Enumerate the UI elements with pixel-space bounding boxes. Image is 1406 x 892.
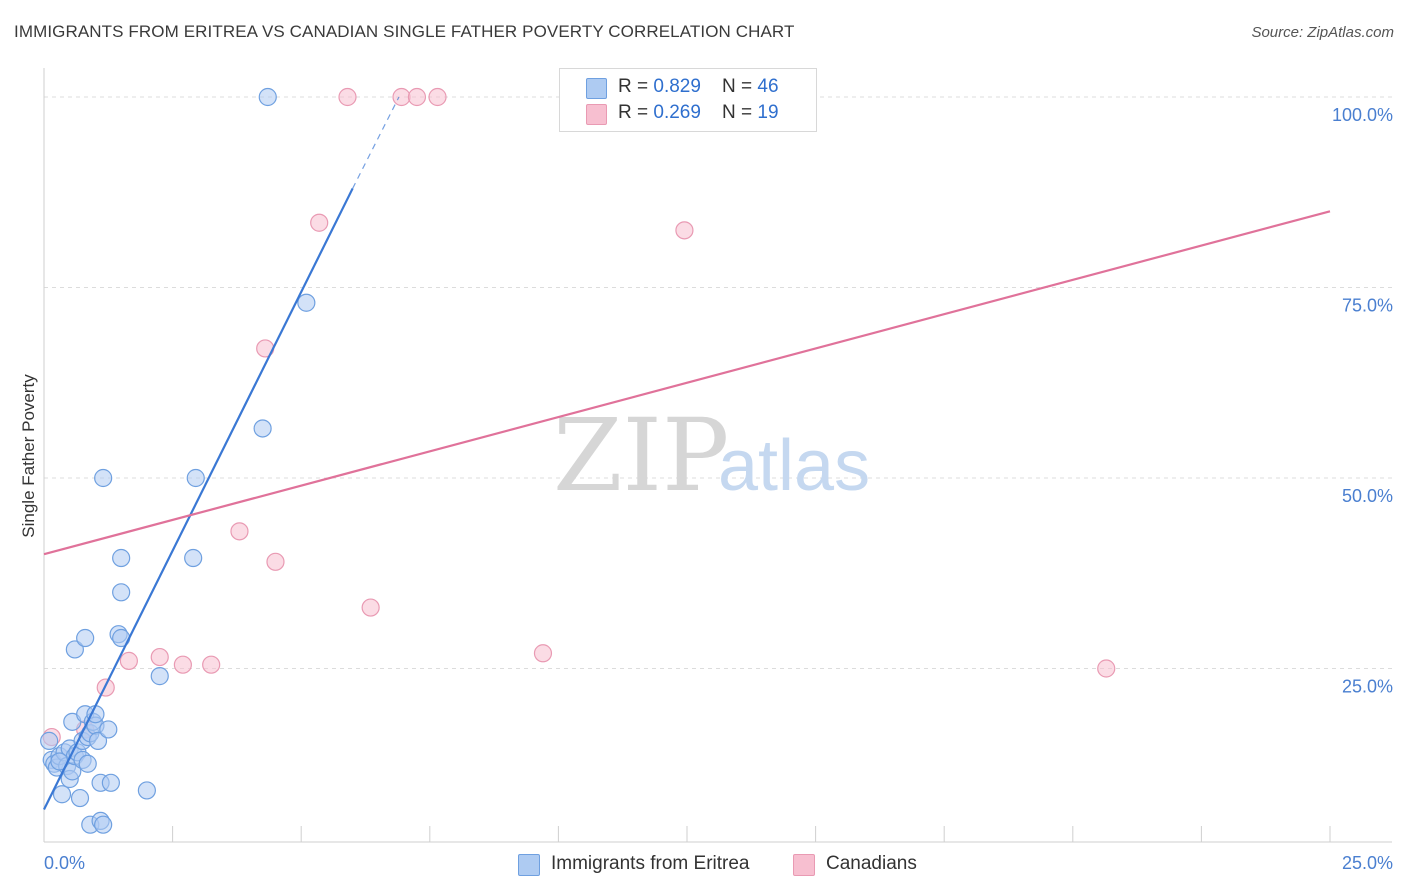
- y-tick-label: 100.0%: [1332, 105, 1393, 125]
- canadians-point: [361, 598, 380, 617]
- eritrea-point: [101, 773, 120, 792]
- canadians-point: [173, 655, 192, 674]
- eritrea-point: [112, 548, 131, 568]
- axes: [43, 68, 1392, 843]
- eritrea-point: [40, 731, 59, 750]
- canadians-point: [428, 87, 447, 107]
- eritrea-point: [94, 815, 113, 834]
- bottom-legend-swatch-blue: [518, 854, 540, 876]
- bottom-legend-label-eritrea: Immigrants from Eritrea: [551, 853, 750, 874]
- legend-n-value: 46: [757, 76, 779, 97]
- canadians-point: [266, 552, 285, 571]
- y-tick-label: 50.0%: [1342, 486, 1393, 506]
- watermark: ZIP atlas: [553, 397, 870, 514]
- legend-r-value: 0.269: [653, 102, 701, 123]
- eritrea-point: [94, 468, 113, 488]
- canadians-point: [392, 87, 411, 107]
- stats-legend: R = 0.829 N = 46 R = 0.269 N = 19: [559, 68, 817, 132]
- eritrea-point: [253, 419, 272, 438]
- canadians-point: [533, 644, 553, 663]
- y-tick-label: 25.0%: [1342, 677, 1393, 697]
- canadians-trend-line: [43, 210, 1331, 556]
- legend-n-label: N =: [722, 102, 758, 123]
- eritrea-point: [297, 293, 316, 312]
- eritrea-point: [137, 781, 156, 800]
- canadians-point: [230, 522, 249, 541]
- y-axis-label: Single Father Poverty: [19, 374, 38, 538]
- eritrea-trend-line: [43, 187, 354, 810]
- y-tick-label: 75.0%: [1342, 296, 1393, 316]
- chart-title: IMMIGRANTS FROM ERITREA VS CANADIAN SING…: [14, 22, 795, 41]
- watermark-zip: ZIP: [553, 397, 729, 514]
- canadians-point: [338, 87, 357, 107]
- x-tick-label-max: 25.0%: [1342, 853, 1393, 873]
- eritrea-point: [184, 548, 203, 568]
- canadians-point: [675, 221, 694, 240]
- eritrea-point: [65, 640, 84, 659]
- grid-lines: [44, 96, 1392, 669]
- legend-n-label: N =: [722, 76, 758, 97]
- canadians-point: [202, 655, 221, 674]
- eritrea-point: [78, 754, 97, 773]
- bottom-legend-label-canadians: Canadians: [826, 853, 917, 874]
- legend-n-value: 19: [757, 102, 779, 123]
- eritrea-point: [186, 468, 205, 488]
- x-tick-label-min: 0.0%: [44, 853, 85, 873]
- canadians-point: [119, 651, 138, 670]
- eritrea-point: [112, 583, 131, 602]
- bottom-legend-swatch-pink: [793, 854, 815, 876]
- legend-r-label: R =: [618, 76, 654, 97]
- canadians-point: [310, 213, 329, 232]
- canadians-point: [1097, 659, 1116, 678]
- legend-swatch-blue: [586, 78, 607, 99]
- eritrea-point: [258, 87, 277, 107]
- eritrea-points: [40, 87, 316, 834]
- trend-lines: [43, 96, 1331, 810]
- eritrea-point: [88, 731, 108, 750]
- legend-r-value: 0.829: [653, 76, 701, 97]
- canadians-point: [150, 647, 169, 667]
- legend-swatch-pink: [586, 104, 607, 125]
- eritrea-point: [76, 628, 95, 648]
- source-label: Source: ZipAtlas.com: [1251, 24, 1394, 41]
- canadians-point: [407, 87, 427, 107]
- eritrea-trend-extension: [352, 96, 400, 189]
- eritrea-point: [99, 720, 118, 739]
- eritrea-point: [52, 785, 72, 804]
- eritrea-point: [70, 788, 90, 808]
- watermark-atlas: atlas: [718, 426, 870, 506]
- tick-labels: 25.0% 50.0% 75.0% 100.0% 0.0% 25.0%: [44, 105, 1393, 873]
- legend-r-label: R =: [618, 102, 654, 123]
- eritrea-point: [150, 667, 169, 686]
